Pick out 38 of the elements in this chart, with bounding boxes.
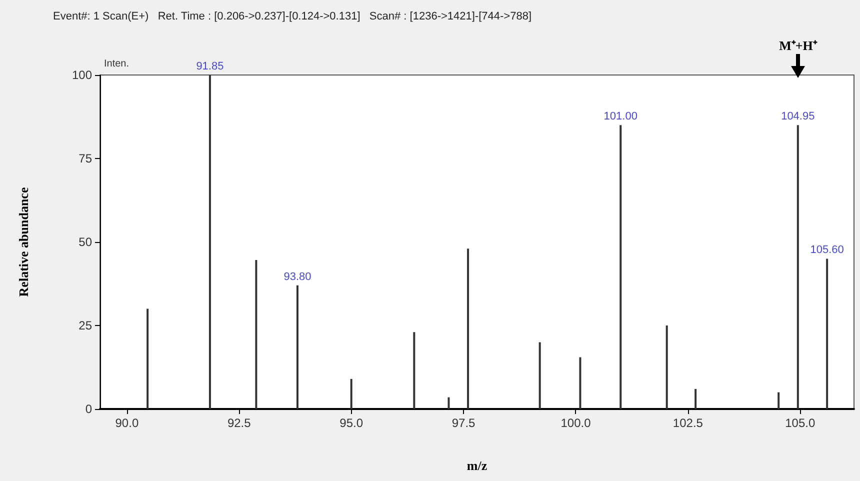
bar [448,397,450,409]
bar [579,357,582,409]
y-tick-label: 50 [78,235,92,249]
bar [350,378,352,409]
y-axis-title: Relative abundance [16,187,31,297]
x-tick-label: 95.0 [340,416,364,430]
y-tick-label: 100 [72,68,92,82]
bar [778,392,780,409]
annotation: 93.80 [284,270,312,283]
y-tick-label: 0 [85,402,92,416]
x-tick-label: 97.5 [452,416,476,430]
x-tick-label: 90.0 [115,416,139,430]
bar [620,125,622,409]
annotation: 101.00 [604,110,638,123]
bar [666,326,668,409]
x-tick-label: 105.0 [785,416,816,430]
bar [255,260,258,409]
bar [208,75,211,409]
bar [413,332,416,409]
y-tick-label: 25 [78,318,92,332]
text: Inten. [104,58,130,70]
annotation: 104.95 [781,110,815,123]
annotation: 105.60 [810,244,844,256]
x-tick-label: 92.5 [227,416,252,430]
bar [694,388,697,409]
chart-title: Event#: 1 Scan(E+) Ret. Time : [0.206->0.237]-[0.124->0.131] Scan# : [1236->1421]-[744->788] [53,10,532,22]
bar [296,285,298,409]
annotation: 91.85 [196,60,224,72]
x-tick-label: 102.5 [672,416,704,430]
text: M⁺+H⁺ [779,38,818,53]
bar [146,308,149,409]
y-tick-label: 75 [78,152,92,166]
bar [467,248,470,409]
x-axis-title: m/z [466,458,488,473]
bar [538,342,541,409]
bar [826,258,828,409]
bar [796,125,799,409]
x-tick-label: 100.0 [560,416,592,430]
